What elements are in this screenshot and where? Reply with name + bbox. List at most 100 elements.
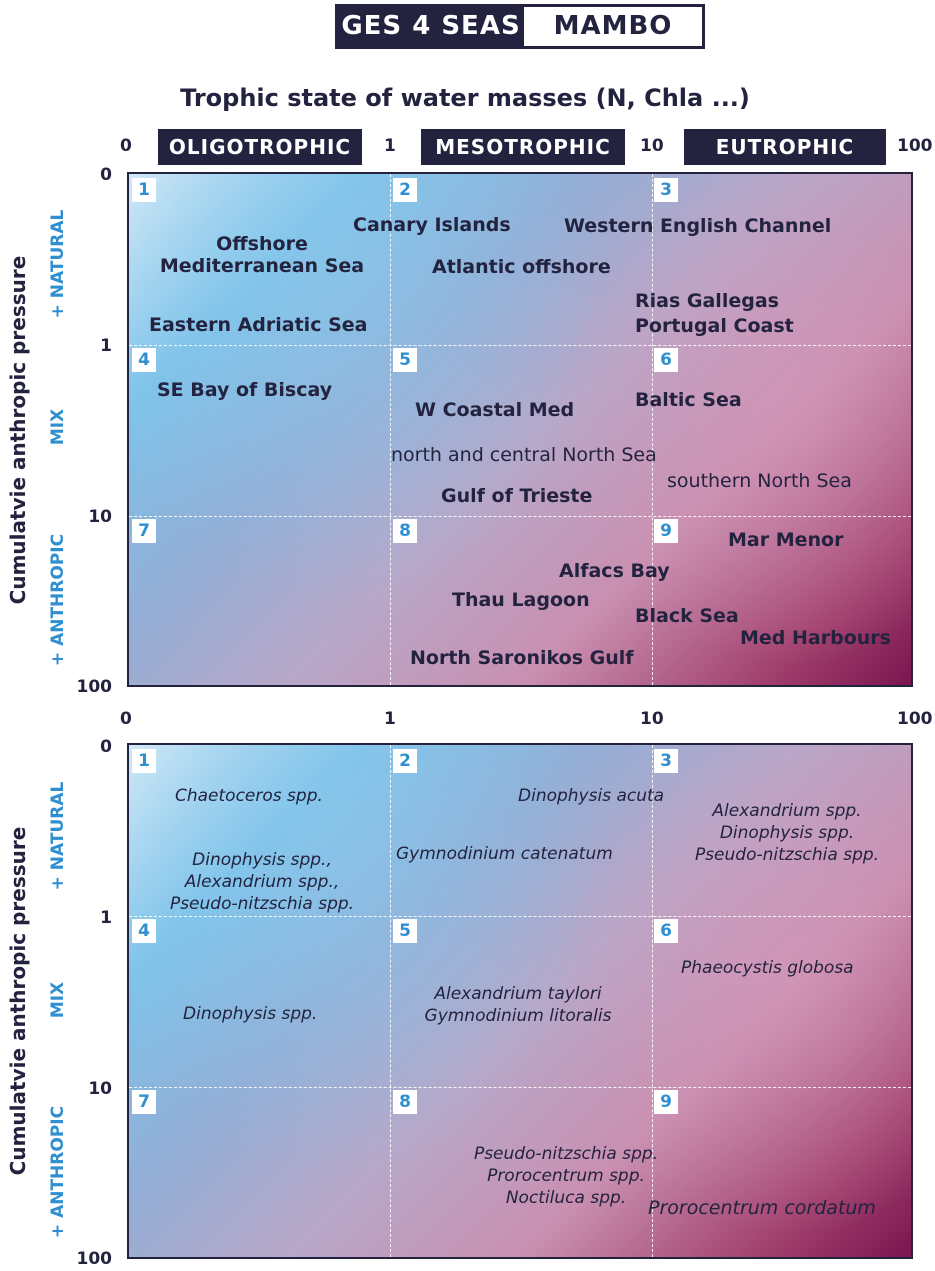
label-atlantic-offshore: Atlantic offshore xyxy=(432,256,611,278)
y-axis-title-top: Cumulatvie anthropic pressure xyxy=(6,255,30,605)
species-dinophysis-acuta: Dinophysis acuta xyxy=(518,786,665,806)
grid-vline-10 xyxy=(652,174,653,685)
water-masses-panel: 1 2 3 4 5 6 7 8 9 Offshore Mediterranean… xyxy=(127,172,913,687)
label-alfacs-bay: Alfacs Bay xyxy=(559,560,670,582)
label-gulf-of-trieste: Gulf of Trieste xyxy=(441,485,593,507)
y-tick-100-top: 100 xyxy=(76,677,113,697)
category-mesotrophic: MESOTROPHIC xyxy=(421,129,625,165)
species-prorocentrum-cell8: Prorocentrum spp. xyxy=(487,1166,645,1186)
y-axis-title-bottom: Cumulatvie anthropic pressure xyxy=(6,826,30,1176)
cell-number-7-bottom: 7 xyxy=(132,1090,156,1114)
band-anthropic-bottom: + ANTHROPIC xyxy=(48,1105,68,1239)
species-prorocentrum-cordatum: Prorocentrum cordatum xyxy=(648,1197,876,1219)
label-black-sea: Black Sea xyxy=(635,605,739,627)
cell-number-7: 7 xyxy=(132,519,156,543)
cell-number-6: 6 xyxy=(654,348,678,372)
y-tick-0-bottom: 0 xyxy=(100,737,112,757)
label-mediterranean-sea: Mediterranean Sea xyxy=(159,255,365,277)
cell-number-2-bottom: 2 xyxy=(393,749,417,773)
label-offshore: Offshore xyxy=(216,233,308,255)
species-group-cell8: Pseudo-nitzschia spp. Prorocentrum spp. … xyxy=(453,1143,679,1209)
label-thau-lagoon: Thau Lagoon xyxy=(452,589,590,611)
band-natural-bottom: + NATURAL xyxy=(48,781,68,891)
species-dinophysis-cell1: Dinophysis spp., xyxy=(192,850,332,870)
label-canary-islands: Canary Islands xyxy=(353,214,511,236)
label-offshore-mediterranean: Offshore Mediterranean Sea xyxy=(159,233,365,277)
x-tick-1-bottom: 1 xyxy=(384,709,396,729)
label-rias-gallegas: Rias Gallegas xyxy=(635,290,779,312)
y-tick-100-bottom: 100 xyxy=(76,1249,113,1269)
cell-number-9-bottom: 9 xyxy=(654,1090,678,1114)
cell-number-4-bottom: 4 xyxy=(132,919,156,943)
species-group-cell1: Dinophysis spp., Alexandrium spp., Pseud… xyxy=(149,849,375,915)
species-gymnodinium-catenatum: Gymnodinium catenatum xyxy=(396,844,613,864)
x-tick-100-bottom: 100 xyxy=(897,709,933,729)
label-north-central-north-sea: north and central North Sea xyxy=(391,444,657,466)
grid-vline-10-bottom xyxy=(652,745,653,1257)
cell-number-1: 1 xyxy=(132,178,156,202)
band-mix-top: MIX xyxy=(48,408,68,446)
label-southern-north-sea: southern North Sea xyxy=(667,470,852,492)
logo-mambo: MAMBO xyxy=(553,11,673,41)
x-tick-1-top: 1 xyxy=(384,136,396,156)
cell-number-9: 9 xyxy=(654,519,678,543)
species-alexandrium-taylori: Alexandrium taylori xyxy=(434,984,602,1004)
species-chaetoceros: Chaetoceros spp. xyxy=(175,786,323,806)
y-tick-10-top: 10 xyxy=(88,507,112,527)
category-eutrophic: EUTROPHIC xyxy=(684,129,886,165)
species-alexandrium-cell3: Alexandrium spp. xyxy=(712,801,862,821)
species-alexandrium-cell1: Alexandrium spp., xyxy=(184,872,340,892)
label-north-saronikos-gulf: North Saronikos Gulf xyxy=(410,647,634,669)
species-pseudo-nitzschia-cell3: Pseudo-nitzschia spp. xyxy=(694,845,880,865)
cell-number-4: 4 xyxy=(132,348,156,372)
cell-number-8: 8 xyxy=(393,519,417,543)
label-western-english-channel: Western English Channel xyxy=(564,215,832,237)
cell-number-3-bottom: 3 xyxy=(654,749,678,773)
species-group-cell3: Alexandrium spp. Dinophysis spp. Pseudo-… xyxy=(669,800,905,866)
cell-number-5-bottom: 5 xyxy=(393,919,417,943)
species-phaeocystis-globosa: Phaeocystis globosa xyxy=(681,958,854,978)
species-panel: 1 2 3 4 5 6 7 8 9 Chaetoceros spp. Dinop… xyxy=(127,743,913,1259)
grid-hline-1-bottom xyxy=(129,916,911,917)
cell-number-3: 3 xyxy=(654,178,678,202)
y-tick-1-top: 1 xyxy=(100,336,112,356)
y-tick-1-bottom: 1 xyxy=(100,908,112,928)
x-tick-0-top: 0 xyxy=(120,136,132,156)
grid-vline-1-bottom xyxy=(390,745,391,1257)
logo-ges4seas: GES 4 SEAS xyxy=(338,7,524,46)
x-tick-100-top: 100 xyxy=(897,136,933,156)
label-med-harbours: Med Harbours xyxy=(740,627,891,649)
label-baltic-sea: Baltic Sea xyxy=(635,389,742,411)
cell-number-8-bottom: 8 xyxy=(393,1090,417,1114)
species-dinophysis-cell3: Dinophysis spp. xyxy=(719,823,855,843)
y-tick-10-bottom: 10 xyxy=(88,1079,112,1099)
species-group-cell5: Alexandrium taylori Gymnodinium litorali… xyxy=(405,983,631,1027)
species-pseudo-nitzschia-cell8: Pseudo-nitzschia spp. xyxy=(473,1144,659,1164)
species-noctiluca: Noctiluca spp. xyxy=(505,1188,627,1208)
cell-number-2: 2 xyxy=(393,178,417,202)
label-portugal-coast: Portugal Coast xyxy=(635,315,794,337)
band-natural-top: + NATURAL xyxy=(48,209,68,319)
x-tick-0-bottom: 0 xyxy=(120,709,132,729)
x-axis-title: Trophic state of water masses (N, Chla .… xyxy=(180,84,750,112)
y-tick-0-top: 0 xyxy=(100,165,112,185)
grid-hline-1 xyxy=(129,345,911,346)
grid-hline-10-bottom xyxy=(129,1087,911,1088)
grid-hline-10 xyxy=(129,516,911,517)
x-tick-10-top: 10 xyxy=(640,136,664,156)
category-oligotrophic: OLIGOTROPHIC xyxy=(158,129,362,165)
label-w-coastal-med: W Coastal Med xyxy=(415,399,575,421)
grid-vline-1 xyxy=(390,174,391,685)
species-gymnodinium-litoralis: Gymnodinium litoralis xyxy=(424,1006,612,1026)
cell-number-1-bottom: 1 xyxy=(132,749,156,773)
band-mix-bottom: MIX xyxy=(48,981,68,1019)
band-anthropic-top: + ANTHROPIC xyxy=(48,533,68,667)
label-se-bay-of-biscay: SE Bay of Biscay xyxy=(157,379,333,401)
cell-number-5: 5 xyxy=(393,348,417,372)
ges4seas-mambo-logo: GES 4 SEAS MAMBO xyxy=(335,4,705,49)
x-tick-10-bottom: 10 xyxy=(640,709,664,729)
label-rias-portugal: Rias Gallegas Portugal Coast xyxy=(635,289,794,339)
label-eastern-adriatic: Eastern Adriatic Sea xyxy=(149,314,368,336)
species-pseudo-nitzschia-cell1: Pseudo-nitzschia spp. xyxy=(169,894,355,914)
species-dinophysis-cell4: Dinophysis spp. xyxy=(183,1004,318,1024)
